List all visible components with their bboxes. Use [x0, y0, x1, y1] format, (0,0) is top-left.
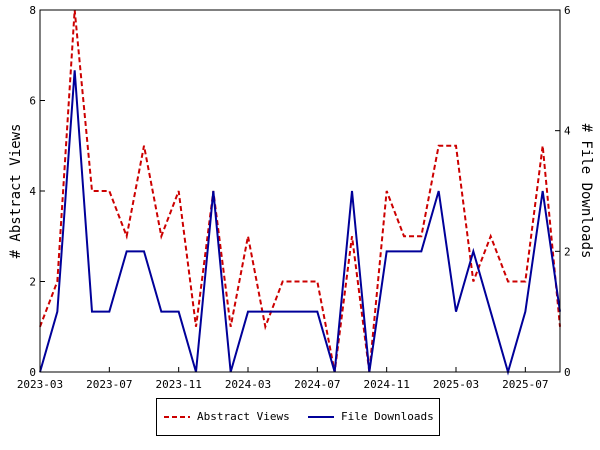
x-tick-label: 2024-03	[225, 378, 271, 391]
x-tick-label: 2024-11	[363, 378, 409, 391]
plot-frame	[39, 9, 561, 373]
series-line-file-downloads	[39, 70, 561, 376]
y-tick-label: 6	[29, 95, 36, 108]
legend-swatch-file-downloads	[308, 416, 334, 418]
legend-label-file-downloads: File Downloads	[341, 410, 434, 423]
legend-swatch-abstract-views	[164, 416, 190, 418]
chart: 0 2 4 6 8 0 2 4 6 2023-03 2023-07 2023-11 2024-03 202…	[8, 4, 594, 391]
y2-tick-label: 2	[564, 245, 571, 258]
y2-axis-title: # File Downloads	[578, 124, 594, 259]
y-tick-label: 8	[29, 4, 36, 17]
series-line-abstract-views	[39, 9, 561, 373]
y2-tick-label: 6	[564, 4, 571, 17]
x-tick-label: 2025-07	[502, 378, 548, 391]
x-tick-label: 2025-03	[433, 378, 479, 391]
x-tick-label: 2023-11	[155, 378, 201, 391]
x-tick-label: 2023-03	[17, 378, 63, 391]
y-tick-label: 2	[29, 276, 36, 289]
legend: Abstract Views File Downloads	[156, 398, 440, 436]
y-axis-title: # Abstract Views	[8, 124, 24, 259]
x-tick-label: 2024-07	[294, 378, 340, 391]
legend-label-abstract-views: Abstract Views	[197, 410, 290, 423]
y2-tick-label: 0	[564, 366, 571, 379]
x-tick-label: 2023-07	[86, 378, 132, 391]
y-tick-label: 0	[29, 366, 36, 379]
y-tick-label: 4	[29, 185, 36, 198]
y2-tick-label: 4	[564, 125, 571, 138]
